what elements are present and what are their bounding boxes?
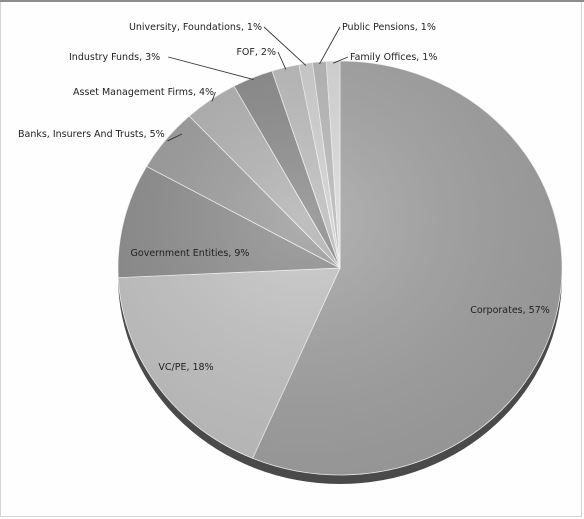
leader-line-public-pensions [319,26,341,65]
top-rule [0,0,584,2]
slice-label-corporates: Corporates, 57% [470,305,550,316]
leader-line-university-foundations [263,26,307,66]
leader-lines [167,26,349,142]
leader-line-industry-funds [168,56,254,81]
slice-label-family-offices: Family Offices, 1% [350,52,437,63]
slice-label-vc-pe: VC/PE, 18% [158,362,213,373]
leader-line-asset-management-firms [211,91,216,102]
slice-label-university-foundations: University, Foundations, 1% [129,22,262,33]
slice-label-fof: FOF, 2% [236,47,276,58]
leader-line-banks-insurers-and-trusts [167,133,183,142]
pie-shading [118,61,562,475]
leader-line-fof [277,51,287,70]
slice-label-government-entities: Government Entities, 9% [131,248,250,259]
slice-label-industry-funds: Industry Funds, 3% [69,52,160,63]
slice-labels: Corporates, 57% VC/PE, 18% Government Enti… [18,22,550,373]
slice-label-asset-management-firms: Asset Management Firms, 4% [73,87,214,98]
slice-label-public-pensions: Public Pensions, 1% [342,22,436,33]
leader-line-family-offices [332,56,349,64]
slice-label-banks-insurers-and-trusts: Banks, Insurers And Trusts, 5% [18,129,165,140]
